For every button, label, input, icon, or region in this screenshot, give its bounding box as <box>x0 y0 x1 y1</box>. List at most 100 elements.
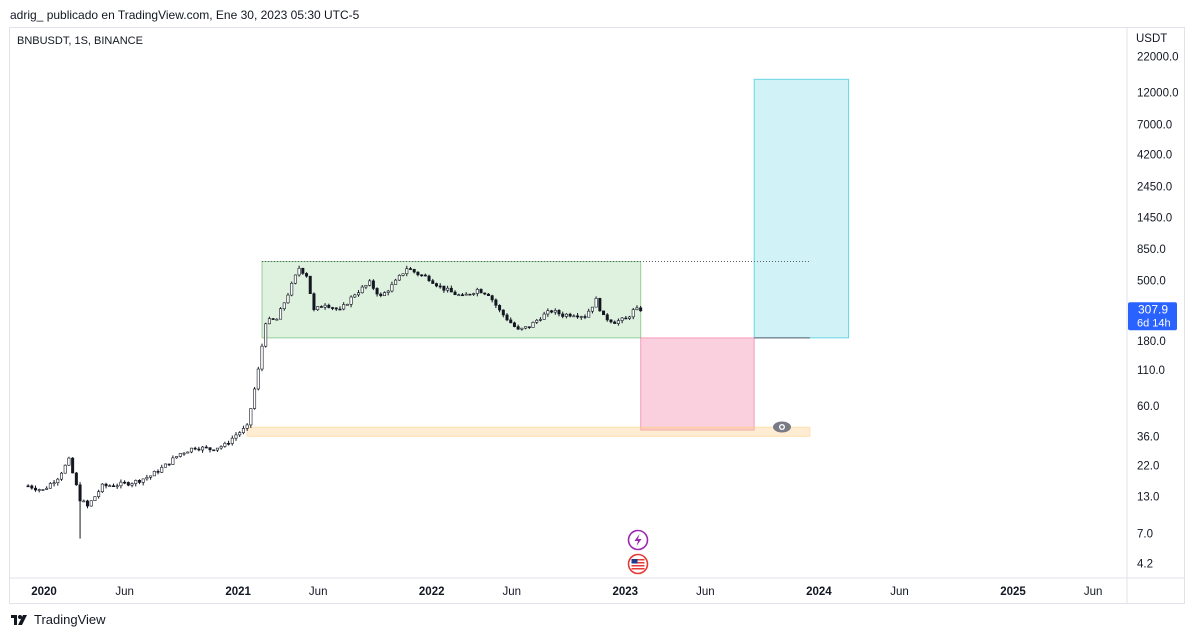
candle <box>89 500 93 507</box>
tradingview-logo-icon <box>11 614 27 625</box>
candle <box>576 313 580 319</box>
candle <box>230 435 234 446</box>
price-tick-label: 22.0 <box>1137 460 1159 472</box>
candle <box>212 449 216 452</box>
candle <box>594 296 598 308</box>
candle <box>78 482 82 502</box>
time-tick-label: 2024 <box>806 586 832 598</box>
candle <box>561 311 565 319</box>
candle <box>134 479 138 487</box>
time-tick-label: Jun <box>1084 586 1103 598</box>
candle <box>312 292 316 312</box>
candle <box>275 318 279 321</box>
candle <box>60 471 64 481</box>
candle <box>149 475 153 480</box>
candle <box>635 305 639 311</box>
price-axis: USDT 22000.0 12000.0 7000.0 4200.0 2450.0 1450… <box>1126 27 1179 603</box>
candle <box>353 293 357 298</box>
price-tick-label: 12000.0 <box>1137 88 1179 100</box>
candle <box>383 291 387 297</box>
candle <box>457 293 461 297</box>
candle <box>431 278 435 284</box>
price-tick-label: 110.0 <box>1137 365 1165 377</box>
candle <box>550 309 554 314</box>
candle <box>460 292 464 297</box>
candle <box>279 307 283 320</box>
candle <box>546 308 550 317</box>
candle <box>204 445 208 449</box>
svg-text:6d 14h: 6d 14h <box>1137 317 1171 329</box>
candle <box>364 284 368 290</box>
candle <box>267 316 271 325</box>
candle <box>137 479 141 485</box>
candle <box>249 408 253 428</box>
candle <box>620 317 624 324</box>
candle <box>223 441 227 448</box>
stop-box[interactable] <box>640 337 755 431</box>
candle <box>472 292 476 296</box>
chart-frame <box>9 27 1185 604</box>
candle <box>357 290 361 297</box>
candle <box>34 485 38 492</box>
candle <box>639 305 643 312</box>
candle <box>256 366 260 391</box>
candle <box>319 305 323 308</box>
candle <box>74 471 78 486</box>
range-box[interactable] <box>261 261 642 339</box>
time-tick-label: Jun <box>503 586 522 598</box>
candle <box>479 288 483 294</box>
candle <box>368 279 372 287</box>
candle <box>613 320 617 324</box>
tradingview-logo[interactable]: TradingView <box>10 612 106 627</box>
candle <box>338 306 342 311</box>
candle <box>587 308 591 318</box>
candle <box>520 327 524 331</box>
candle <box>442 285 446 293</box>
demand-zone[interactable] <box>246 426 811 437</box>
lightning-event-icon[interactable] <box>627 529 649 551</box>
candle <box>104 482 108 489</box>
candle <box>379 292 383 298</box>
candle <box>557 309 561 317</box>
candle <box>405 265 409 277</box>
eye-icon[interactable] <box>773 421 791 433</box>
candle <box>327 303 331 309</box>
candle <box>434 282 438 288</box>
candle <box>583 314 587 320</box>
candle <box>286 292 290 304</box>
candle <box>345 303 349 306</box>
candle <box>111 483 115 487</box>
candle <box>271 318 275 320</box>
price-tick-label: 7.0 <box>1137 528 1153 540</box>
candle <box>219 445 223 450</box>
candles-layer <box>26 265 643 539</box>
candle <box>553 308 557 315</box>
price-tick-label: 7000.0 <box>1137 119 1172 131</box>
candle <box>52 480 56 487</box>
candle <box>201 446 205 453</box>
candle <box>282 302 286 311</box>
candle <box>494 298 498 309</box>
candle <box>427 274 431 283</box>
candle <box>531 321 535 328</box>
price-tick-label: 4200.0 <box>1137 150 1172 162</box>
candle <box>420 274 424 277</box>
candle <box>241 425 245 435</box>
time-tick-label: 2025 <box>1000 586 1026 598</box>
price-tick-label: 180.0 <box>1137 336 1166 348</box>
us-flag-event-icon[interactable] <box>627 553 649 575</box>
candle <box>67 456 71 466</box>
candle <box>386 289 390 296</box>
candle <box>401 273 405 277</box>
candle <box>30 484 34 490</box>
candle <box>253 387 257 410</box>
candle <box>290 281 294 297</box>
candle <box>26 484 30 488</box>
time-tick-label: Jun <box>115 586 134 598</box>
candle <box>171 455 175 465</box>
candle <box>390 281 394 293</box>
candle <box>628 315 632 321</box>
candle <box>512 321 516 328</box>
target-box[interactable] <box>753 78 850 339</box>
